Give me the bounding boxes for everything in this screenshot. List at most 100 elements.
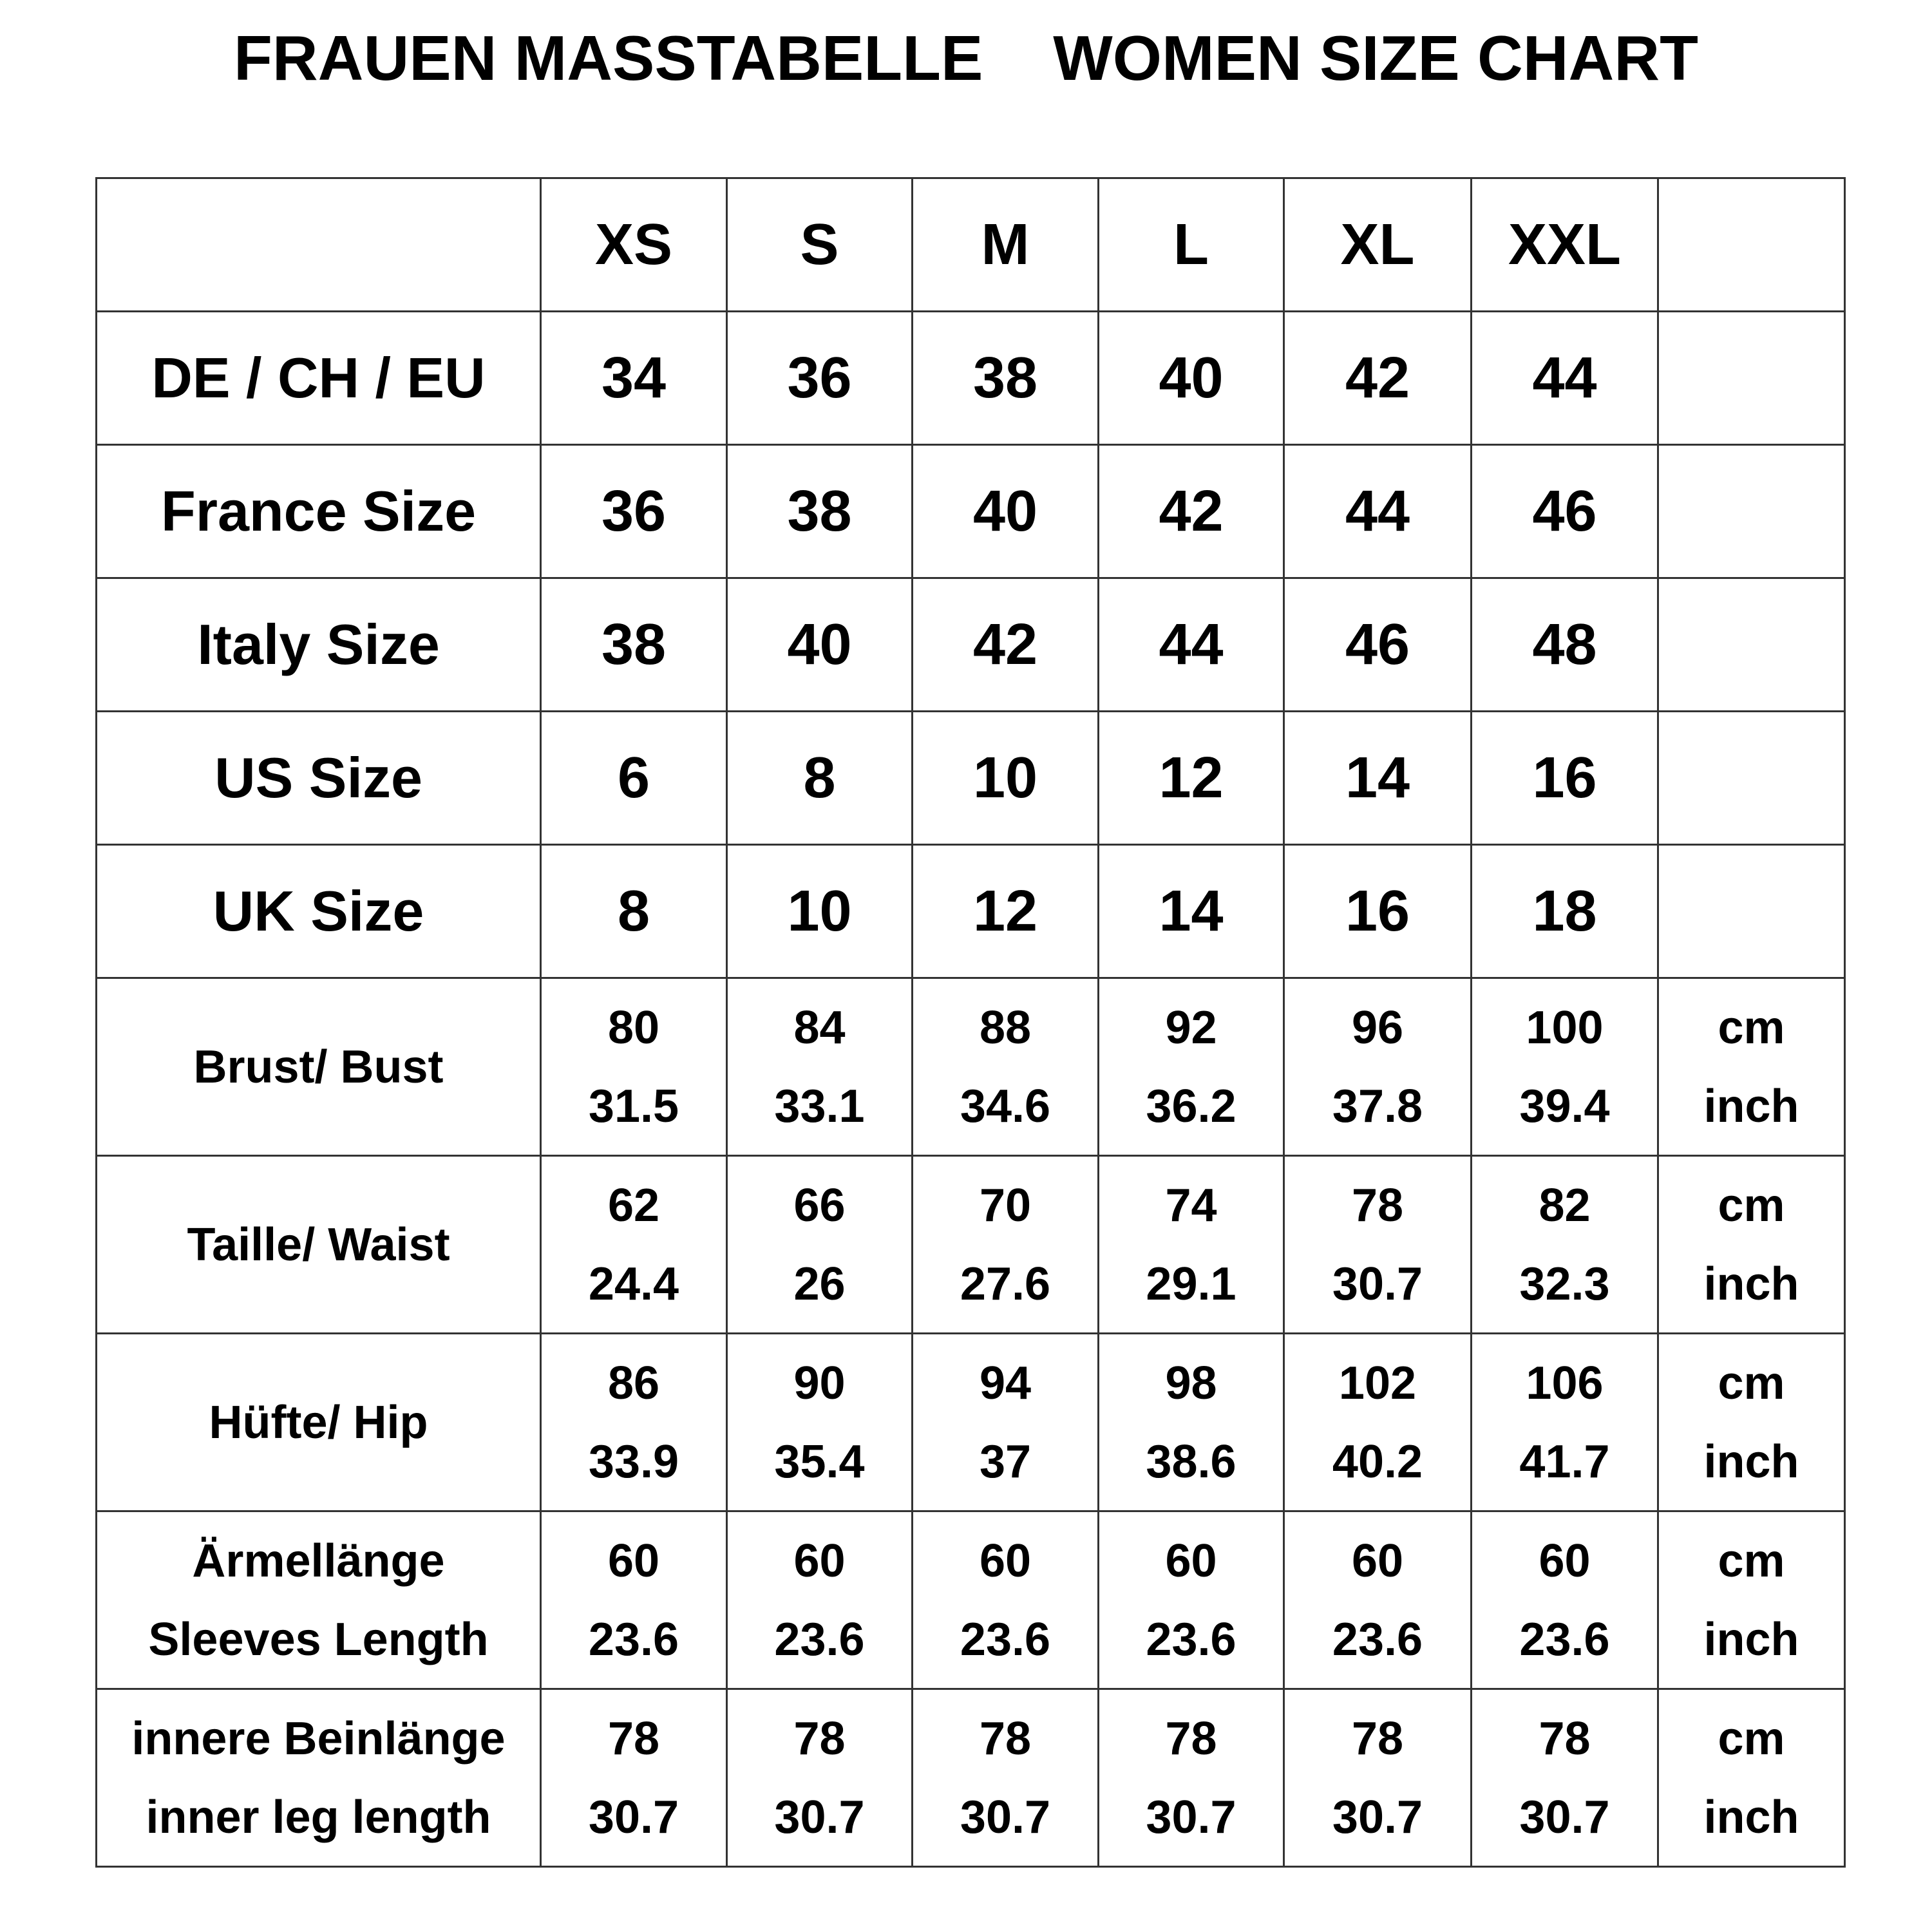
cm-value: 80 <box>607 1001 660 1054</box>
cm-value: 62 <box>607 1179 660 1231</box>
measurement-value-cell: 60 23.6 <box>540 1510 728 1690</box>
measurement-value-cell: 80 31.5 <box>540 977 728 1157</box>
empty-unit-cell <box>1657 844 1846 979</box>
measurement-value-cell: 78 30.7 <box>1283 1155 1472 1334</box>
row-label: France Size <box>95 444 542 579</box>
unit-inch: inch <box>1703 1791 1799 1843</box>
measurement-value-cell: 78 30.7 <box>726 1688 913 1868</box>
inch-value: 41.7 <box>1519 1435 1610 1488</box>
table-row: Taille/ Waist 62 24.4 66 26 70 27.6 74 29.1 78 30.… <box>95 1155 1846 1334</box>
measurement-value-cell: 78 30.7 <box>1283 1688 1472 1868</box>
empty-unit-cell <box>1657 710 1846 846</box>
measurement-value-cell: 94 37 <box>911 1332 1099 1512</box>
row-label-line: Ärmellänge <box>192 1535 445 1587</box>
inch-value: 33.9 <box>588 1435 679 1488</box>
size-value-cell: 36 <box>726 310 913 446</box>
inch-value: 35.4 <box>774 1435 865 1488</box>
size-header-cell: L <box>1097 177 1285 312</box>
inch-value: 37 <box>979 1435 1032 1488</box>
table-row: US Size 6 8 10 12 14 16 <box>95 710 1846 846</box>
size-value-cell: 44 <box>1097 577 1285 712</box>
measurement-value-cell: 62 24.4 <box>540 1155 728 1334</box>
cm-value: 88 <box>979 1001 1032 1054</box>
row-label: Brust/ Bust <box>95 977 542 1157</box>
size-value-cell: 40 <box>911 444 1099 579</box>
measurement-value-cell: 100 39.4 <box>1470 977 1659 1157</box>
row-label: UK Size <box>95 844 542 979</box>
measurement-value-cell: 60 23.6 <box>911 1510 1099 1690</box>
row-label: Taille/ Waist <box>95 1155 542 1334</box>
cm-value: 60 <box>793 1535 846 1587</box>
measurement-value-cell: 88 34.6 <box>911 977 1099 1157</box>
inch-value: 23.6 <box>960 1613 1051 1665</box>
unit-cm: cm <box>1718 1179 1785 1231</box>
size-value-cell: 34 <box>540 310 728 446</box>
inch-value: 23.6 <box>1519 1613 1610 1665</box>
measurement-value-cell: 90 35.4 <box>726 1332 913 1512</box>
size-value-cell: 42 <box>911 577 1099 712</box>
table-row: Italy Size 38 40 42 44 46 48 <box>95 577 1846 712</box>
size-value-cell: 18 <box>1470 844 1659 979</box>
inch-value: 32.3 <box>1519 1258 1610 1310</box>
measurement-value-cell: 96 37.8 <box>1283 977 1472 1157</box>
unit-inch: inch <box>1703 1080 1799 1132</box>
size-header-cell: XXL <box>1470 177 1659 312</box>
row-label-line: Brust/ Bust <box>193 1041 444 1093</box>
inch-value: 27.6 <box>960 1258 1051 1310</box>
size-value-cell: 10 <box>911 710 1099 846</box>
measurement-value-cell: 92 36.2 <box>1097 977 1285 1157</box>
unit-cm: cm <box>1718 1001 1785 1054</box>
size-value-cell: 38 <box>911 310 1099 446</box>
table-row: Ärmellänge Sleeves Length 60 23.6 60 23.6 60 23… <box>95 1510 1846 1690</box>
size-value-cell: 14 <box>1097 844 1285 979</box>
measurement-value-cell: 66 26 <box>726 1155 913 1334</box>
size-value-cell: 46 <box>1470 444 1659 579</box>
cm-value: 84 <box>793 1001 846 1054</box>
row-label-line: Sleeves Length <box>148 1613 489 1665</box>
row-label-line: innere Beinlänge <box>131 1712 506 1765</box>
size-value-cell: 16 <box>1470 710 1659 846</box>
cm-value: 106 <box>1526 1357 1604 1409</box>
inch-value: 30.7 <box>960 1791 1051 1843</box>
inch-value: 38.6 <box>1146 1435 1236 1488</box>
size-value-cell: 38 <box>726 444 913 579</box>
row-label: Ärmellänge Sleeves Length <box>95 1510 542 1690</box>
table-row: innere Beinlänge inner leg length 78 30.7 78… <box>95 1688 1846 1868</box>
inch-value: 30.7 <box>588 1791 679 1843</box>
table-row: Hüfte/ Hip 86 33.9 90 35.4 94 37 98 38.6 102 40.2 1… <box>95 1332 1846 1512</box>
measurement-value-cell: 78 30.7 <box>540 1688 728 1868</box>
cm-value: 70 <box>979 1179 1032 1231</box>
inch-value: 30.7 <box>1332 1258 1423 1310</box>
inch-value: 40.2 <box>1332 1435 1423 1488</box>
cm-value: 98 <box>1165 1357 1217 1409</box>
table-row: UK Size 8 10 12 14 16 18 <box>95 844 1846 979</box>
inch-value: 23.6 <box>774 1613 865 1665</box>
unit-cell: cm inch <box>1657 1510 1846 1690</box>
cm-value: 94 <box>979 1357 1032 1409</box>
cm-value: 92 <box>1165 1001 1217 1054</box>
size-value-cell: 38 <box>540 577 728 712</box>
size-header-cell: XS <box>540 177 728 312</box>
cm-value: 102 <box>1338 1357 1417 1409</box>
empty-corner-cell <box>95 177 542 312</box>
size-value-cell: 10 <box>726 844 913 979</box>
unit-inch: inch <box>1703 1613 1799 1665</box>
cm-value: 60 <box>1351 1535 1404 1587</box>
cm-value: 78 <box>1351 1712 1404 1765</box>
inch-value: 31.5 <box>588 1080 679 1132</box>
cm-value: 78 <box>1539 1712 1591 1765</box>
inch-value: 30.7 <box>774 1791 865 1843</box>
inch-value: 33.1 <box>774 1080 865 1132</box>
size-value-cell: 14 <box>1283 710 1472 846</box>
size-value-cell: 40 <box>726 577 913 712</box>
cm-value: 60 <box>1539 1535 1591 1587</box>
empty-unit-cell <box>1657 310 1846 446</box>
measurement-value-cell: 78 30.7 <box>911 1688 1099 1868</box>
size-value-cell: 46 <box>1283 577 1472 712</box>
size-value-cell: 42 <box>1283 310 1472 446</box>
inch-value: 23.6 <box>1332 1613 1423 1665</box>
row-label: US Size <box>95 710 542 846</box>
size-value-cell: 8 <box>540 844 728 979</box>
measurement-value-cell: 60 23.6 <box>1283 1510 1472 1690</box>
size-value-cell: 12 <box>911 844 1099 979</box>
